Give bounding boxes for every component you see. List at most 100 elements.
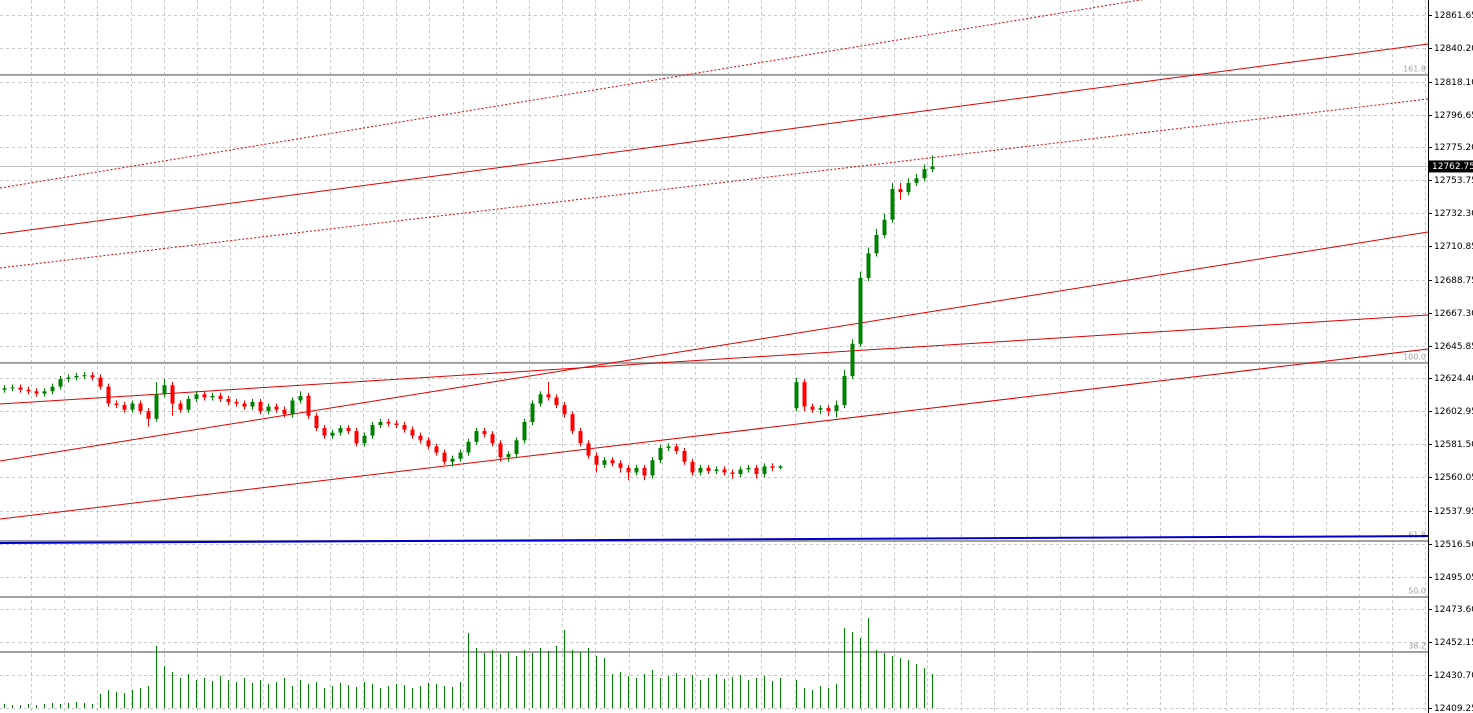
candle-body: [162, 385, 167, 395]
candle-body: [194, 394, 199, 399]
candle-body: [802, 382, 807, 407]
candle-body: [602, 460, 607, 465]
candle-body: [530, 403, 535, 422]
candle-body: [234, 402, 239, 404]
y-tick-label: 12840.20: [1434, 44, 1473, 54]
y-tick-label: 12645.85: [1434, 342, 1473, 352]
y-tick-label: 12409.25: [1434, 704, 1473, 713]
candle-body: [498, 443, 503, 458]
candle-body: [258, 402, 263, 412]
candle-body: [394, 423, 399, 425]
y-tick-label: 12818.10: [1434, 78, 1473, 88]
y-tick-label: 12495.05: [1434, 573, 1473, 583]
fib-label: 50.0: [1408, 587, 1426, 596]
candle-body: [306, 395, 311, 416]
y-tick-label: 12430.70: [1434, 671, 1473, 681]
candle-body: [642, 467, 647, 476]
candle-body: [418, 435, 423, 441]
candle-body: [810, 406, 815, 410]
candle-body: [522, 421, 527, 441]
candle-body: [202, 394, 207, 398]
candle-body: [226, 398, 231, 403]
candle-body: [18, 387, 23, 390]
candle-body: [26, 389, 31, 392]
candle-body: [490, 434, 495, 444]
candle-body: [58, 379, 63, 387]
candle-body: [34, 391, 39, 394]
candle-body: [50, 386, 55, 392]
candle-body: [466, 441, 471, 453]
candle-body: [874, 235, 879, 254]
candle-body: [626, 467, 631, 473]
candle-body: [290, 400, 295, 415]
candle-body: [66, 377, 71, 380]
y-tick-label: 12688.75: [1434, 276, 1473, 286]
candle-body: [298, 395, 303, 401]
fib-label: 61.8: [1408, 530, 1426, 539]
candle-body: [922, 169, 927, 179]
candle-body: [690, 461, 695, 473]
y-tick-label: 12667.30: [1434, 309, 1473, 319]
candle-body: [138, 403, 143, 412]
candle-body: [570, 414, 575, 432]
candle-body: [578, 431, 583, 444]
candle-body: [146, 411, 151, 419]
candle-body: [218, 395, 223, 399]
candle-body: [378, 421, 383, 425]
candle-body: [274, 406, 279, 410]
candle-body: [538, 394, 543, 404]
candle-body: [2, 388, 7, 390]
candle-body: [546, 394, 551, 398]
candle-body: [354, 431, 359, 444]
candle-body: [42, 391, 47, 394]
candle-body: [386, 421, 391, 424]
candle-body: [722, 469, 727, 473]
current-price-label: 12762.75: [1432, 162, 1473, 172]
y-tick-label: 12710.85: [1434, 242, 1473, 252]
candle-body: [322, 428, 327, 436]
candle-body: [794, 382, 799, 409]
current-price-tag: [1429, 160, 1473, 173]
candle-body: [106, 386, 111, 404]
candle-body: [402, 424, 407, 430]
candle-body: [122, 405, 127, 410]
candle-body: [514, 440, 519, 455]
candle-body: [906, 182, 911, 193]
candle-body: [594, 455, 599, 465]
candle-body: [562, 405, 567, 415]
candle-body: [362, 435, 367, 444]
y-tick-label: 12861.65: [1434, 11, 1473, 21]
candle-body: [346, 428, 351, 432]
candle-body: [730, 472, 735, 475]
y-tick-label: 12560.05: [1434, 473, 1473, 483]
candle-body: [554, 397, 559, 406]
candle-body: [674, 446, 679, 452]
candle-body: [842, 375, 847, 406]
candle-body: [114, 403, 119, 406]
y-tick-label: 12732.30: [1434, 209, 1473, 219]
candle-body: [90, 375, 95, 378]
candle-body: [746, 467, 751, 470]
candle-body: [282, 409, 287, 415]
y-tick-label: 12753.75: [1434, 176, 1473, 186]
candle-body: [930, 166, 935, 170]
candle-body: [850, 343, 855, 376]
candle-body: [210, 395, 215, 398]
candle-body: [338, 428, 343, 433]
y-tick-label: 12473.60: [1434, 605, 1473, 615]
candle-body: [882, 219, 887, 236]
candle-body: [242, 403, 247, 407]
y-tick-label: 12796.65: [1434, 111, 1473, 121]
candle-body: [754, 467, 759, 475]
candle-body: [738, 469, 743, 475]
candle-body: [410, 429, 415, 436]
candle-body: [178, 403, 183, 410]
candle-body: [650, 460, 655, 476]
candle-body: [618, 463, 623, 468]
trend-line: [0, 43, 1429, 235]
candle-body: [858, 277, 863, 344]
candle-body: [330, 432, 335, 436]
candle-body: [826, 408, 831, 412]
